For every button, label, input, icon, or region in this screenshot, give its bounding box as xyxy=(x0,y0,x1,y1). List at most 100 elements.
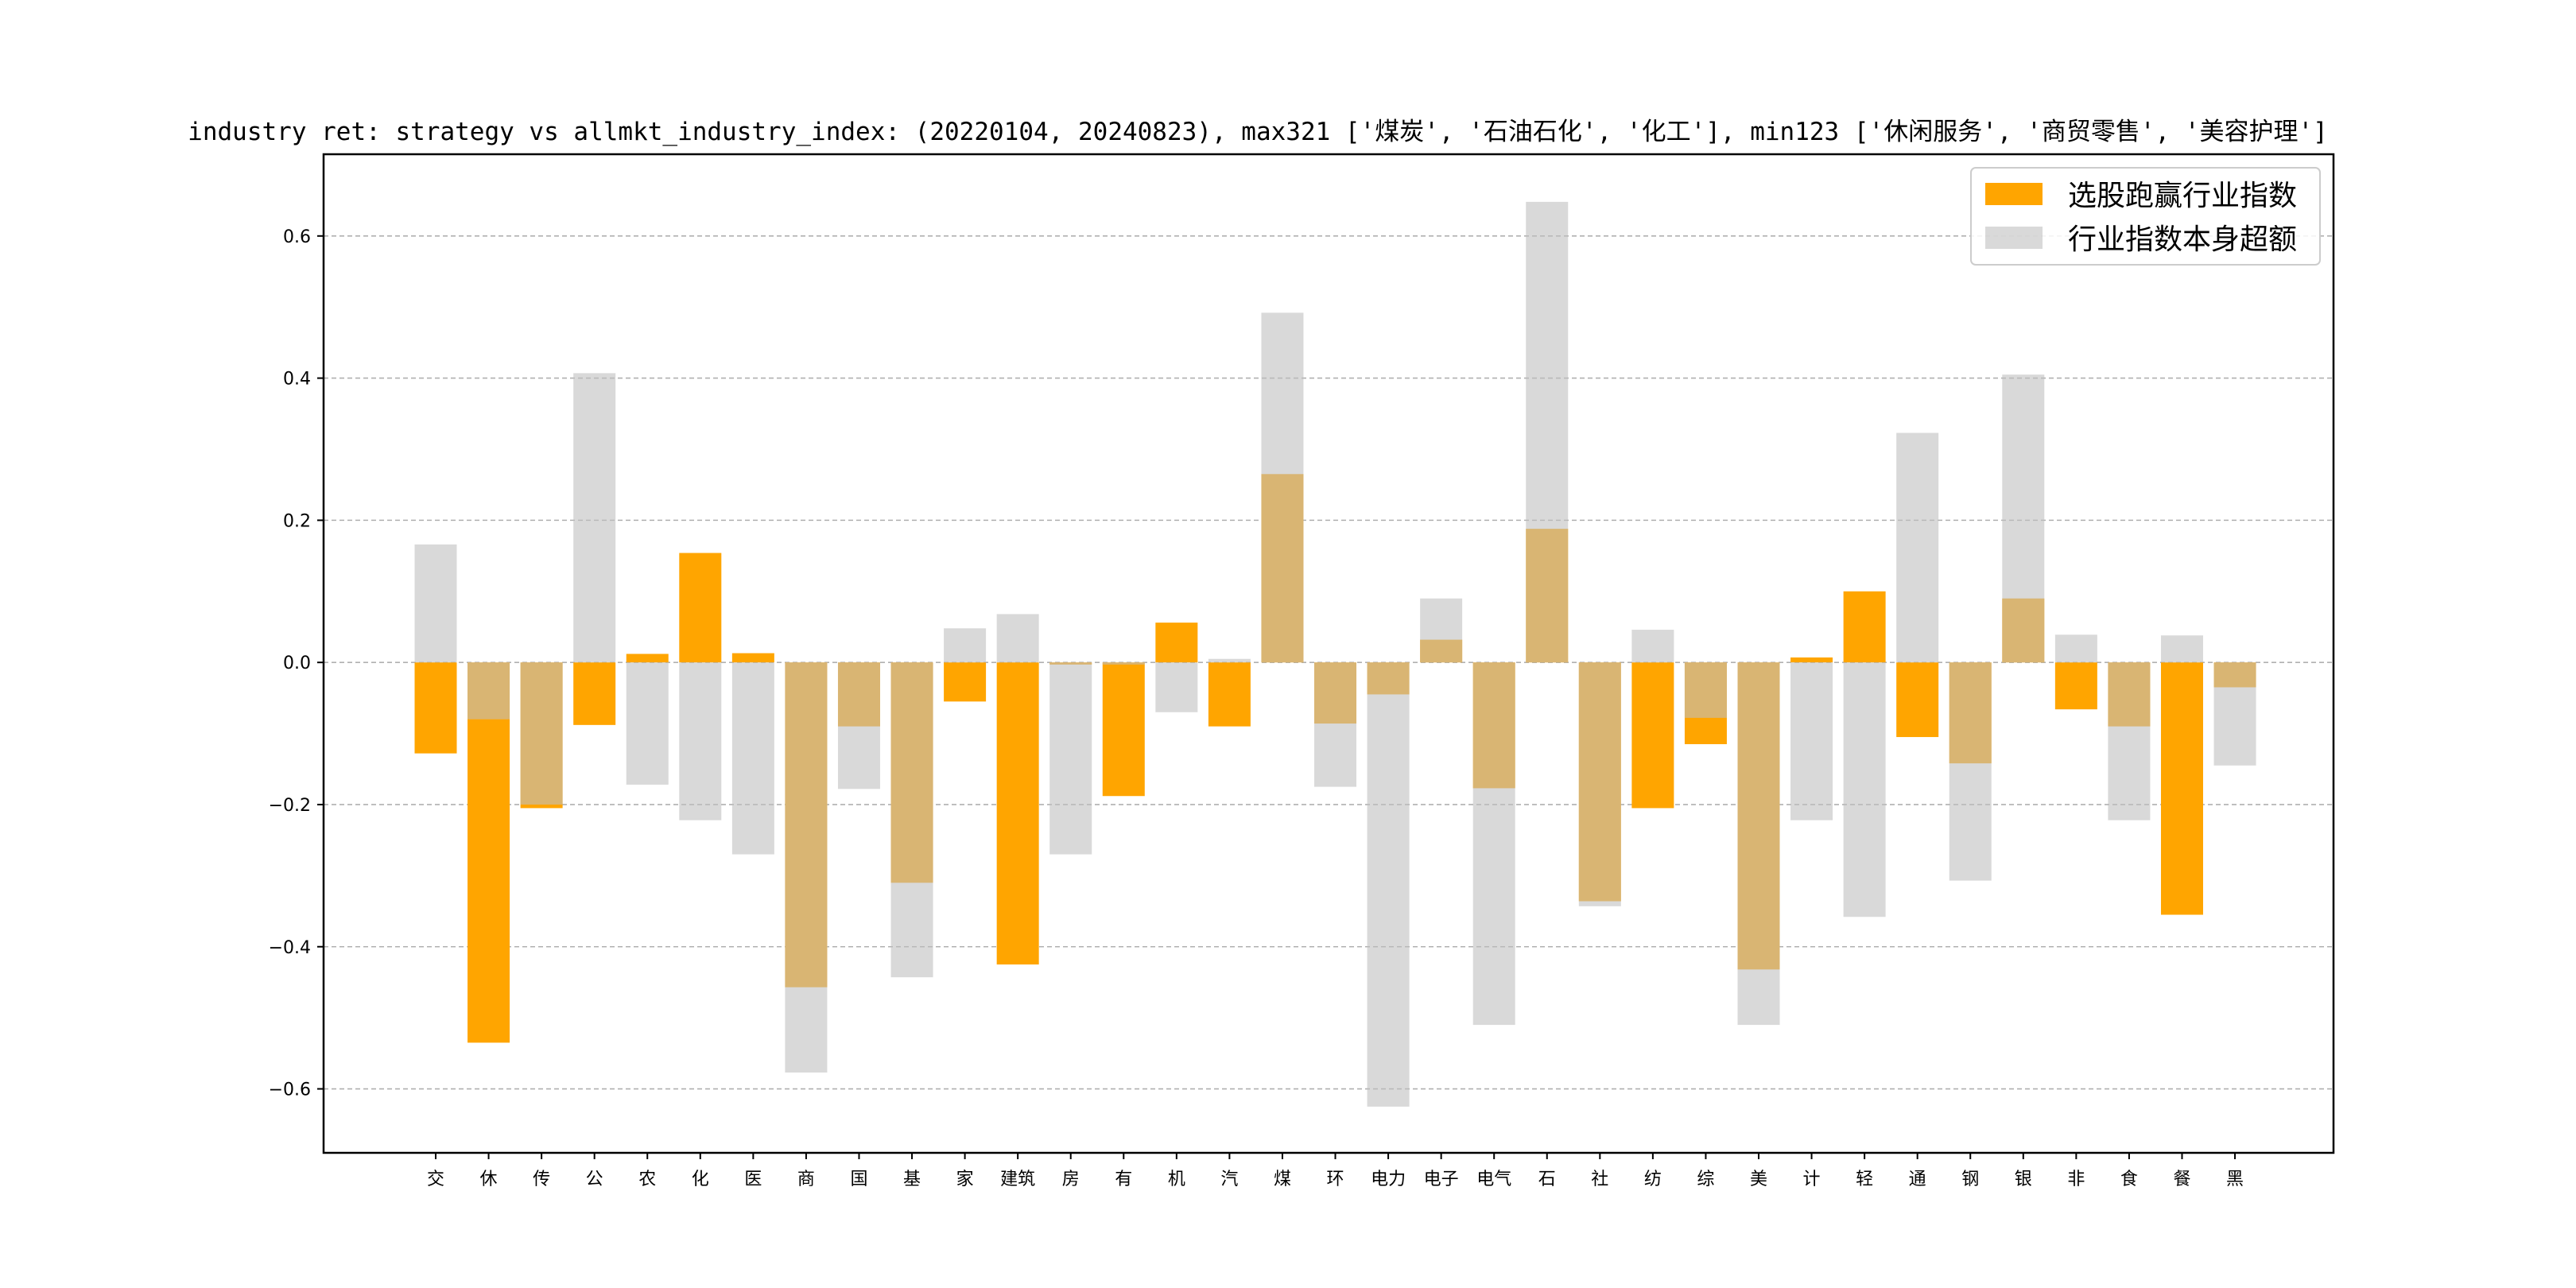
x-tick-label: 电力 xyxy=(1371,1170,1406,1189)
y-tick-label: 0.2 xyxy=(283,511,311,531)
bar-index xyxy=(1261,312,1304,663)
bar-index xyxy=(1896,433,1939,663)
bar-index xyxy=(1737,662,1780,1026)
bar-index xyxy=(1843,662,1886,918)
x-tick-label: 综 xyxy=(1697,1170,1714,1189)
x-tick-label: 美 xyxy=(1750,1170,1767,1189)
bar-index xyxy=(2108,662,2151,821)
x-tick-label: 轻 xyxy=(1856,1170,1873,1189)
y-tick-label: −0.6 xyxy=(269,1080,311,1100)
bar-index xyxy=(414,544,457,663)
bar-index xyxy=(1578,662,1621,906)
legend-frame xyxy=(1970,167,2321,266)
x-tick-label: 餐 xyxy=(2173,1170,2190,1189)
x-tick-label: 机 xyxy=(1168,1170,1185,1189)
x-tick-label: 化 xyxy=(692,1170,709,1189)
bar-strategy xyxy=(1843,591,1886,663)
x-tick-label: 非 xyxy=(2067,1170,2085,1189)
bar-strategy xyxy=(1631,662,1674,809)
bar-strategy xyxy=(414,662,457,754)
x-tick-label: 计 xyxy=(1803,1170,1821,1189)
bar-strategy xyxy=(1896,662,1939,738)
x-tick-label: 社 xyxy=(1591,1170,1608,1189)
bar-strategy xyxy=(1102,662,1145,797)
x-tick-label: 黑 xyxy=(2226,1170,2244,1189)
x-tick-label: 医 xyxy=(744,1170,762,1189)
bar-strategy xyxy=(2054,662,2097,710)
y-axis: −0.6 −0.4 −0.2 0.0 0.2 0.4 0.6 xyxy=(269,227,324,1100)
bar-index xyxy=(1684,662,1727,718)
bar-index xyxy=(996,614,1039,663)
x-tick-label: 基 xyxy=(903,1170,921,1189)
bar-index xyxy=(1314,662,1357,787)
x-axis: 交 休 传 公 农 化 医 商 国 基 家 建筑 房 有 机 汽 煤 环 电力 电子 电气 石 社 纺 综 美 计 轻 通 钢 银 非 食 餐 黑 xyxy=(427,1153,2244,1189)
x-tick-label: 钢 xyxy=(1961,1170,1979,1189)
legend: 选股跑赢行业指数 行业指数本身超额 xyxy=(1970,167,2321,266)
bar-strategy xyxy=(2160,662,2203,915)
bar-index xyxy=(944,628,987,663)
x-tick-label: 传 xyxy=(533,1170,550,1189)
bar-strategy xyxy=(1790,657,1833,663)
legend-label-strategy: 选股跑赢行业指数 xyxy=(2068,180,2297,212)
x-tick-label: 农 xyxy=(638,1170,656,1189)
x-tick-label: 通 xyxy=(1909,1170,1926,1189)
y-tick-label: −0.2 xyxy=(269,796,311,816)
bar-index xyxy=(890,662,933,978)
legend-label-index: 行业指数本身超额 xyxy=(2068,223,2297,256)
bar-strategy xyxy=(1155,623,1198,663)
bar-strategy xyxy=(573,662,616,725)
bar-strategy xyxy=(944,662,987,702)
bar-index xyxy=(2160,635,2203,663)
bars xyxy=(414,201,2256,1107)
x-tick-label: 家 xyxy=(956,1170,974,1189)
bar-strategy xyxy=(1208,662,1251,727)
bar-index xyxy=(2213,662,2256,766)
legend-swatch-orange xyxy=(1985,183,2043,205)
x-tick-label: 石 xyxy=(1538,1170,1556,1189)
x-tick-label: 房 xyxy=(1062,1170,1080,1189)
bar-index xyxy=(785,662,828,1073)
bar-index xyxy=(1049,662,1092,855)
bar-index xyxy=(731,662,774,855)
bar-index xyxy=(1472,662,1515,1026)
bar-strategy xyxy=(626,654,669,663)
y-tick-label: 0.4 xyxy=(283,370,311,390)
x-tick-label: 电气 xyxy=(1476,1170,1511,1189)
bar-strategy xyxy=(679,553,722,663)
x-tick-label: 国 xyxy=(850,1170,867,1189)
x-tick-label: 煤 xyxy=(1274,1170,1291,1189)
bar-index xyxy=(1949,662,1992,881)
x-tick-label: 有 xyxy=(1115,1170,1132,1189)
legend-swatch-gray xyxy=(1985,227,2043,249)
bar-index xyxy=(520,662,563,805)
bar-index xyxy=(1102,662,1145,665)
x-tick-label: 商 xyxy=(797,1170,815,1189)
plot-frame xyxy=(322,153,2335,1154)
bar-index xyxy=(1420,598,1463,663)
bar-index xyxy=(2002,374,2045,663)
bar-strategy xyxy=(467,662,510,1043)
x-tick-label: 食 xyxy=(2120,1170,2138,1189)
bar-index xyxy=(626,662,669,785)
bar-index xyxy=(1367,662,1410,1107)
bar-index xyxy=(1208,658,1251,663)
bar-strategy xyxy=(996,662,1039,965)
x-tick-label: 纺 xyxy=(1644,1170,1662,1189)
y-tick-label: 0.6 xyxy=(283,227,311,247)
x-tick-label: 休 xyxy=(480,1170,498,1189)
x-tick-label: 环 xyxy=(1327,1170,1344,1189)
bar-index xyxy=(1790,662,1833,821)
y-tick-label: −0.4 xyxy=(269,938,311,958)
x-tick-label: 公 xyxy=(586,1170,603,1189)
bar-index xyxy=(2054,634,2097,663)
chart-title: industry ret: strategy vs allmkt_industr… xyxy=(188,118,2328,146)
x-tick-label: 交 xyxy=(427,1170,444,1189)
bar-index xyxy=(1526,201,1569,663)
x-tick-label: 汽 xyxy=(1220,1170,1238,1189)
y-tick-label: 0.0 xyxy=(283,654,311,673)
bar-index xyxy=(467,662,510,720)
bar-index xyxy=(1155,662,1198,712)
bar-index xyxy=(837,662,880,789)
x-tick-label: 电子 xyxy=(1424,1170,1459,1189)
